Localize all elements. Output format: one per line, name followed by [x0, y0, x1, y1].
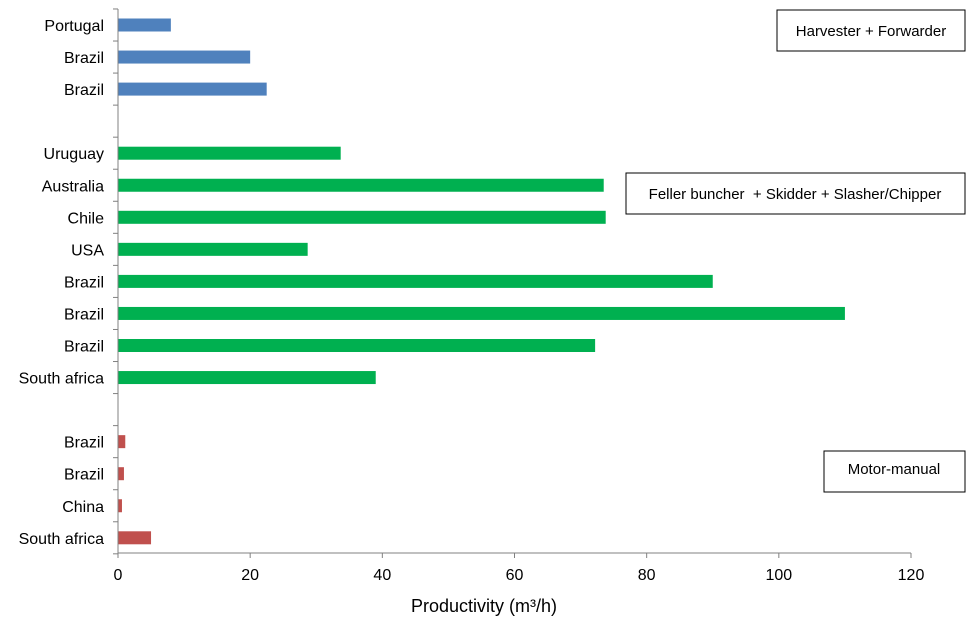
x-tick-label: 120: [898, 567, 925, 584]
bars-layer: [118, 18, 845, 545]
x-tick-labels: 0 20 40 60 80 100 120: [114, 567, 925, 584]
x-tick-label: 20: [241, 567, 259, 584]
axes: [113, 8, 912, 558]
bar-south-africa: [118, 371, 376, 385]
x-tick-label: 80: [638, 567, 656, 584]
bar-portugal: [118, 18, 171, 32]
bar-brazil: [118, 274, 713, 288]
category-label: China: [62, 499, 104, 516]
bar-brazil: [118, 435, 126, 449]
legend-box-motor-manual: [823, 450, 966, 493]
category-label: USA: [71, 242, 104, 259]
bar-south-africa: [118, 531, 152, 545]
category-label: Brazil: [64, 339, 104, 356]
category-label: Brazil: [64, 435, 104, 452]
x-tick-label: 60: [506, 567, 524, 584]
x-axis-title: Productivity (m³/h): [411, 596, 557, 616]
bar-usa: [118, 242, 308, 256]
category-label: Brazil: [64, 82, 104, 99]
category-label: Chile: [68, 210, 105, 227]
bar-australia: [118, 178, 604, 192]
legend-feller-buncher: Feller buncher + Skidder + Slasher/Chipp…: [625, 172, 966, 215]
category-label: Portugal: [44, 18, 104, 35]
bar-china: [118, 499, 122, 513]
x-tick-label: 0: [114, 567, 123, 584]
bar-brazil: [118, 50, 251, 64]
legend-label-motor-manual: Motor-manual: [848, 461, 941, 478]
category-label: Brazil: [64, 274, 104, 291]
x-tick-label: 100: [765, 567, 792, 584]
bar-brazil: [118, 467, 124, 481]
legend-box-feller-buncher: [625, 172, 966, 215]
category-label: Brazil: [64, 467, 104, 484]
legend-harvester-forwarder: Harvester + Forwarder: [776, 9, 966, 52]
bar-chile: [118, 210, 606, 224]
bar-brazil: [118, 339, 596, 352]
legend-box-harvester-forwarder: [776, 9, 966, 52]
category-label: Brazil: [64, 50, 104, 67]
category-label: Brazil: [64, 306, 104, 323]
bar-uruguay: [118, 146, 341, 160]
legend-label-feller-buncher: Feller buncher + Skidder + Slasher/Chipp…: [649, 186, 942, 203]
category-label: Uruguay: [44, 146, 104, 163]
legend-label-harvester-forwarder: Harvester + Forwarder: [796, 23, 946, 40]
x-tick-label: 40: [373, 567, 391, 584]
category-label: South africa: [19, 371, 104, 388]
bar-brazil: [118, 82, 267, 96]
category-label: Australia: [42, 178, 104, 195]
category-labels: Portugal Brazil Brazil Uruguay Australia Chil…: [19, 18, 105, 548]
category-label: South africa: [19, 531, 104, 548]
legend-motor-manual: Motor-manual: [823, 450, 966, 493]
bar-brazil: [118, 306, 845, 320]
